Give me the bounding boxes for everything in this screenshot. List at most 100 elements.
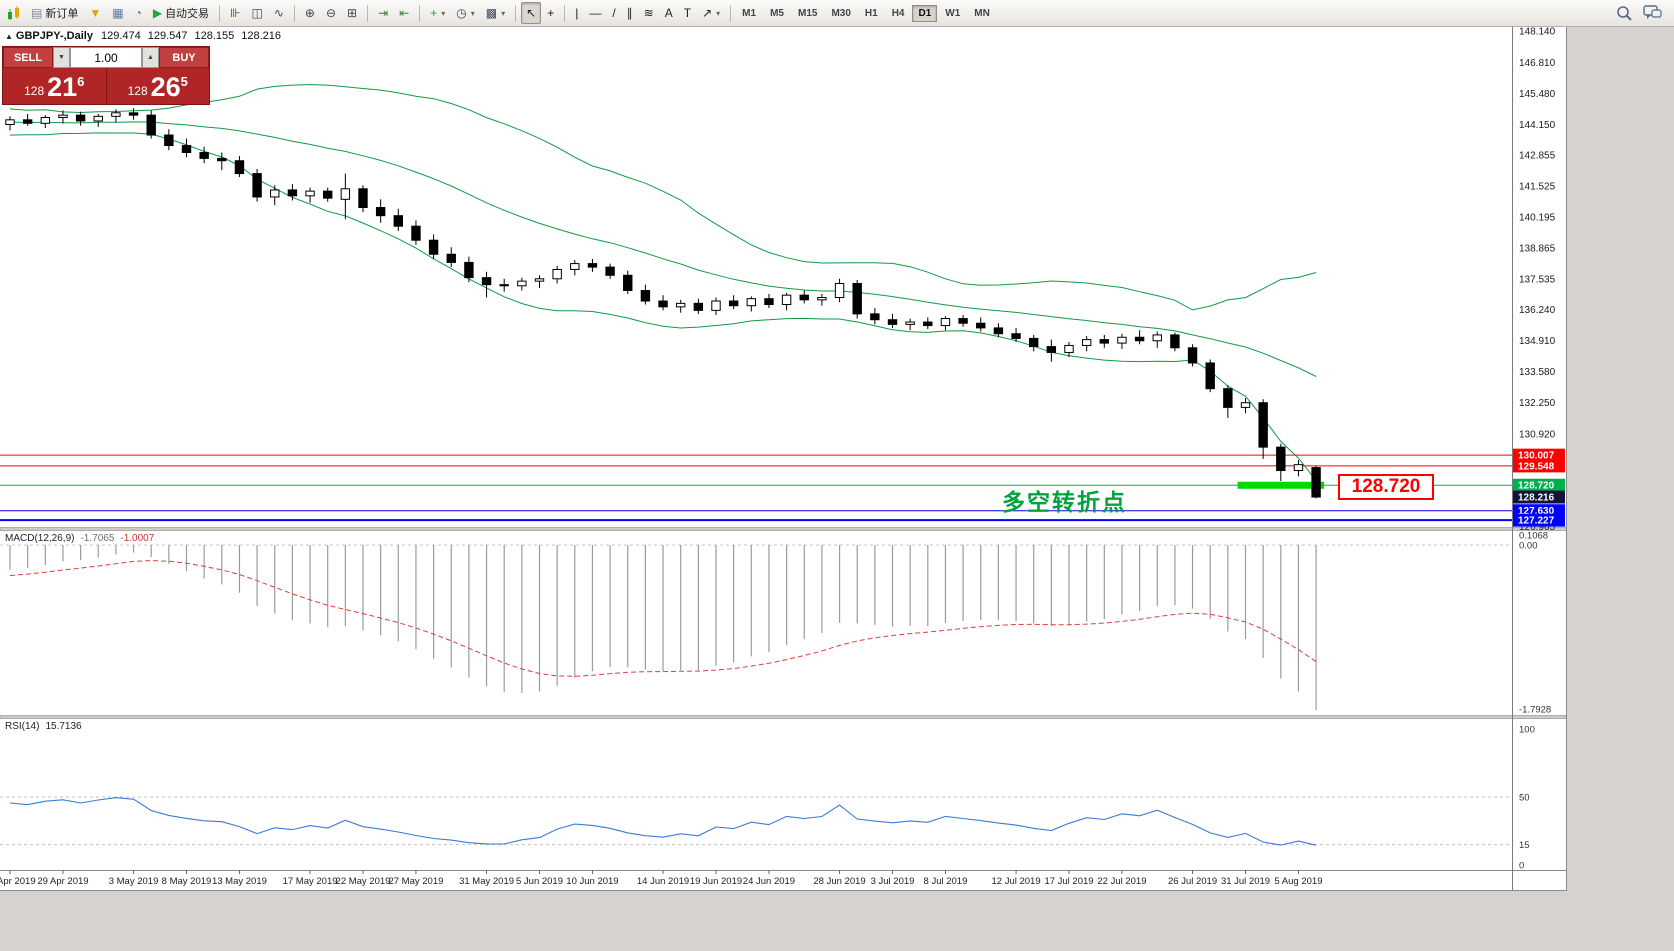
text-icon[interactable]: A bbox=[664, 6, 673, 20]
candle bbox=[75, 114, 86, 122]
candle bbox=[305, 190, 315, 197]
candle bbox=[711, 300, 721, 311]
chart-shift-icon[interactable]: ⇤ bbox=[399, 6, 410, 20]
timeframe-m30[interactable]: M30 bbox=[831, 7, 851, 19]
community-chat-icon[interactable] bbox=[1643, 5, 1662, 21]
chart-canvas[interactable]: 148.140 146.810 145.480 144.150 142.855 141.5… bbox=[0, 27, 1566, 890]
lot-size-input[interactable] bbox=[70, 47, 142, 68]
candle bbox=[852, 282, 862, 315]
toolbar-right bbox=[1616, 5, 1668, 22]
auto-scroll-icon[interactable]: ⇥ bbox=[378, 6, 389, 20]
charts-grid-icon[interactable]: ▦ bbox=[112, 6, 124, 20]
date-label: 24 Jun 2019 bbox=[743, 876, 795, 887]
autotrading-button[interactable]: ▶ 自动交易 bbox=[152, 6, 210, 20]
search-icon[interactable] bbox=[1616, 5, 1633, 22]
macd-axis-label: -1.7928 bbox=[1519, 704, 1551, 715]
sell-price-sup: 6 bbox=[77, 74, 85, 89]
crosshair-icon[interactable]: + bbox=[547, 6, 555, 20]
date-label: 17 May 2019 bbox=[283, 876, 338, 887]
text-label-icon[interactable]: T bbox=[683, 6, 692, 20]
arrows-icon[interactable]: ↗ ▾ bbox=[702, 6, 721, 20]
price-tag-127.227[interactable] bbox=[1513, 513, 1565, 527]
zoom-in-icon[interactable]: ⊕ bbox=[304, 6, 315, 20]
candle bbox=[817, 297, 827, 301]
bars-chart-type-icon[interactable]: ⊪ bbox=[230, 6, 241, 20]
rsi-axis-label: 100 bbox=[1519, 725, 1535, 736]
candle bbox=[1205, 362, 1215, 390]
buy-price-prefix: 128 bbox=[127, 84, 148, 98]
date-label: 22 May 2019 bbox=[336, 876, 391, 887]
cursor-icon[interactable]: ↖ bbox=[521, 2, 542, 24]
lot-decrease-button[interactable]: ▼ bbox=[53, 47, 70, 68]
data-window-icon[interactable]: ◔ bbox=[134, 6, 142, 20]
timeframe-mn[interactable]: MN bbox=[974, 7, 990, 19]
panel-separator-rsi[interactable] bbox=[0, 715, 1566, 719]
price-tag-text: 128.720 bbox=[1518, 481, 1555, 492]
line-chart-type-icon[interactable]: ∿ bbox=[273, 6, 284, 20]
turning-point-annotation[interactable]: 多空转折点 bbox=[1002, 489, 1127, 515]
fibonacci-icon[interactable]: ≋ bbox=[643, 6, 654, 20]
sell-price[interactable]: 128 21 6 bbox=[3, 68, 107, 104]
periods-button[interactable]: ◷ ▾ bbox=[456, 6, 475, 20]
price-tag-129.548[interactable] bbox=[1513, 459, 1565, 473]
open-value: 129.474 bbox=[100, 30, 141, 42]
date-label: 10 Jun 2019 bbox=[566, 876, 618, 887]
candle bbox=[676, 302, 686, 308]
timeframe-m5[interactable]: M5 bbox=[770, 7, 784, 19]
price-tag-128.720[interactable] bbox=[1513, 478, 1565, 492]
toolbar-separator bbox=[419, 4, 421, 22]
price-axis-label: 134.910 bbox=[1519, 336, 1556, 347]
key-level-highlight-segment[interactable] bbox=[1237, 481, 1325, 489]
horizontal-line-icon[interactable]: — bbox=[589, 6, 602, 20]
price-axis-label: 141.525 bbox=[1519, 181, 1556, 192]
buy-button[interactable]: BUY bbox=[159, 47, 209, 68]
buy-price[interactable]: 128 26 5 bbox=[107, 68, 210, 104]
date-label: 22 Jul 2019 bbox=[1097, 876, 1146, 887]
timeframe-h4[interactable]: H4 bbox=[891, 7, 905, 19]
price-axis-label: 126.965 bbox=[1519, 522, 1556, 533]
price-axis-label: 142.855 bbox=[1519, 150, 1556, 161]
candle bbox=[658, 300, 668, 308]
candle bbox=[781, 294, 792, 306]
timeframe-d1[interactable]: D1 bbox=[912, 4, 938, 22]
price-tag-128.216[interactable] bbox=[1513, 490, 1565, 504]
rsi-value: 15.7136 bbox=[45, 721, 82, 732]
zoom-out-icon[interactable]: ⊖ bbox=[325, 6, 337, 20]
timeframe-h1[interactable]: H1 bbox=[864, 7, 878, 19]
timeframe-m15[interactable]: M15 bbox=[797, 7, 818, 19]
rsi-name: RSI(14) bbox=[5, 721, 40, 732]
timeframe-w1[interactable]: W1 bbox=[945, 7, 961, 19]
sell-button[interactable]: SELL bbox=[3, 47, 53, 68]
key-level-price-box[interactable]: 128.720 bbox=[1338, 474, 1434, 500]
candle bbox=[1258, 402, 1268, 448]
panel-separator-macd[interactable] bbox=[0, 527, 1566, 531]
close-value: 128.216 bbox=[241, 30, 282, 42]
candle bbox=[481, 277, 492, 286]
new-order-button[interactable]: ▤ 新订单 bbox=[31, 6, 79, 20]
tile-windows-icon[interactable]: ⊞ bbox=[347, 6, 358, 20]
indicators-add-button[interactable]: + ▾ bbox=[430, 6, 446, 20]
vertical-line-icon[interactable]: | bbox=[575, 6, 579, 20]
candle bbox=[146, 114, 156, 136]
rsi-line bbox=[9, 797, 1317, 846]
templates-button[interactable]: ▩ ▾ bbox=[485, 6, 506, 20]
indicators-funnel-icon[interactable]: ▼ bbox=[89, 6, 102, 20]
candle bbox=[570, 263, 580, 270]
candle bbox=[464, 261, 474, 279]
price-tag-130.007[interactable] bbox=[1513, 448, 1565, 462]
one-click-panel-toggle-icon[interactable]: ▲ bbox=[5, 32, 13, 41]
buy-price-big: 26 bbox=[150, 72, 181, 102]
price-axis-label: 145.480 bbox=[1519, 89, 1556, 100]
sell-price-big: 21 bbox=[47, 72, 78, 102]
equidistant-channel-icon[interactable]: ∥ bbox=[626, 6, 633, 20]
timeframe-m1[interactable]: M1 bbox=[742, 7, 757, 19]
candle bbox=[552, 268, 562, 280]
candle bbox=[323, 190, 333, 199]
chart-background bbox=[0, 27, 1566, 890]
trendline-icon[interactable]: / bbox=[612, 6, 616, 20]
candle bbox=[587, 263, 598, 268]
candlestick-chart-type-icon[interactable]: ◫ bbox=[251, 6, 263, 20]
candle bbox=[940, 318, 951, 327]
lot-increase-button[interactable]: ▲ bbox=[142, 47, 159, 68]
